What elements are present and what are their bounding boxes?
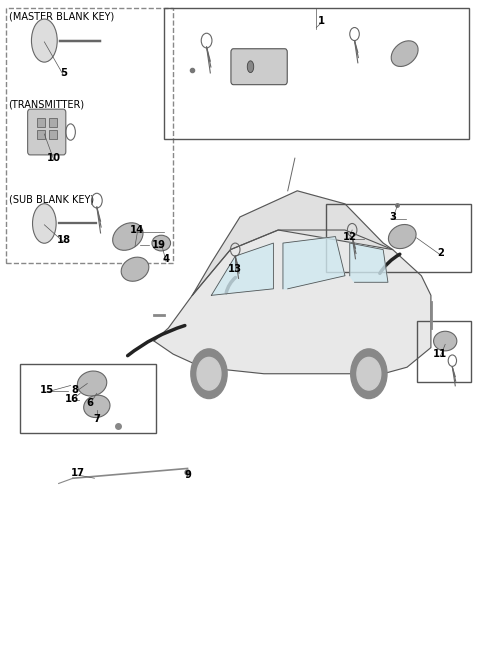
FancyBboxPatch shape	[36, 118, 45, 127]
Ellipse shape	[77, 371, 107, 396]
Text: 6: 6	[86, 398, 93, 408]
Text: 5: 5	[60, 68, 67, 78]
Circle shape	[191, 349, 227, 399]
Ellipse shape	[121, 257, 149, 281]
Circle shape	[197, 358, 221, 390]
Text: 14: 14	[130, 225, 144, 235]
Text: 2: 2	[437, 248, 444, 258]
Text: 9: 9	[184, 470, 191, 480]
Text: 15: 15	[40, 385, 54, 395]
Ellipse shape	[391, 41, 418, 66]
Circle shape	[351, 349, 387, 399]
FancyBboxPatch shape	[36, 130, 45, 139]
Ellipse shape	[84, 395, 110, 418]
FancyBboxPatch shape	[28, 109, 66, 155]
Polygon shape	[283, 237, 345, 289]
Ellipse shape	[433, 331, 457, 351]
Ellipse shape	[388, 224, 416, 249]
Ellipse shape	[32, 19, 57, 62]
Text: 11: 11	[433, 349, 447, 359]
Circle shape	[357, 358, 381, 390]
Polygon shape	[154, 230, 431, 374]
Text: 13: 13	[228, 264, 242, 274]
Text: 18: 18	[56, 235, 71, 245]
Text: 8: 8	[72, 385, 79, 395]
Polygon shape	[192, 191, 393, 295]
Ellipse shape	[247, 61, 254, 73]
Text: 7: 7	[94, 415, 100, 424]
Polygon shape	[211, 243, 274, 295]
FancyBboxPatch shape	[48, 118, 57, 127]
Ellipse shape	[152, 236, 170, 251]
Text: 4: 4	[162, 255, 169, 264]
FancyBboxPatch shape	[48, 130, 57, 139]
Text: 10: 10	[47, 153, 61, 163]
Text: 16: 16	[65, 394, 79, 403]
Text: 19: 19	[152, 240, 166, 250]
Polygon shape	[350, 243, 388, 282]
Text: (SUB BLANK KEY): (SUB BLANK KEY)	[9, 194, 94, 204]
Text: 12: 12	[343, 232, 357, 241]
Ellipse shape	[113, 223, 143, 251]
Text: (TRANSMITTER): (TRANSMITTER)	[9, 99, 84, 110]
Ellipse shape	[33, 204, 56, 243]
FancyBboxPatch shape	[231, 49, 287, 85]
Text: (MASTER BLANK KEY): (MASTER BLANK KEY)	[9, 11, 114, 21]
Text: 1: 1	[318, 16, 324, 26]
Text: 3: 3	[389, 212, 396, 222]
Text: 17: 17	[71, 468, 85, 478]
